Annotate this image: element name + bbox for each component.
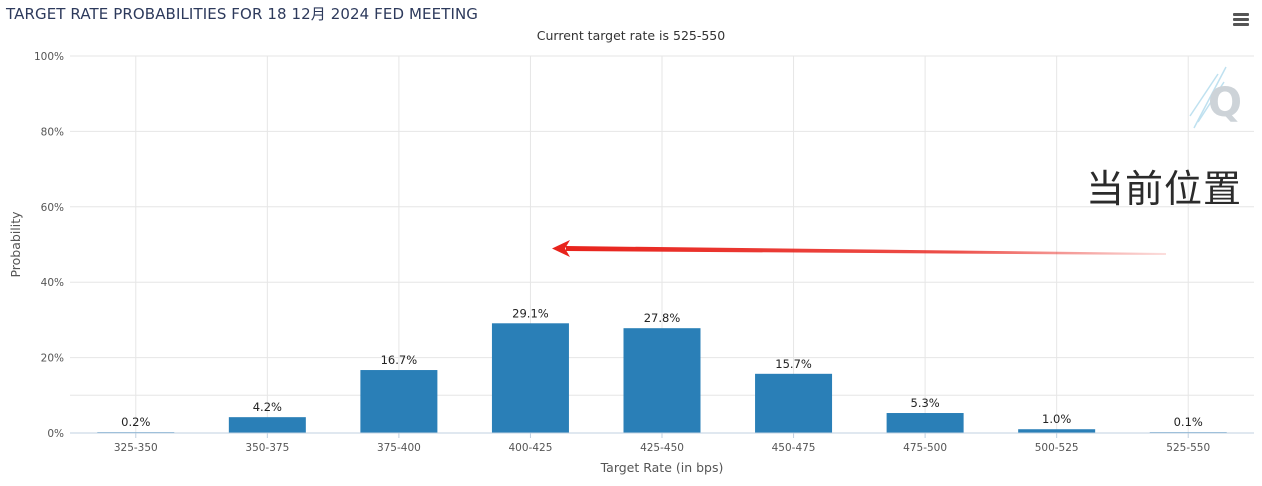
menu-bar [1233, 13, 1249, 16]
data-labels: 0.2% 4.2% 16.7% 29.1% 27.8% 15.7% 5.3% 1.0% 0.1% [121, 306, 1203, 429]
annotation-label: 当前位置 [1086, 167, 1243, 211]
y-tick-label: 40% [41, 277, 64, 289]
data-label: 15.7% [775, 357, 812, 371]
data-label: 27.8% [644, 311, 681, 325]
data-label: 1.0% [1042, 412, 1071, 426]
x-tick-label: 425-450 [640, 442, 684, 454]
menu-bar [1233, 18, 1249, 21]
x-tick-label: 525-550 [1166, 442, 1210, 454]
y-axis-title: Probability [8, 211, 23, 278]
y-tick-label: 20% [41, 353, 64, 365]
x-tick-label: 475-500 [903, 442, 947, 454]
data-label: 0.1% [1174, 415, 1203, 429]
watermark-letter: Q [1208, 80, 1242, 126]
annotation-arrow [552, 240, 1166, 257]
hamburger-menu-icon[interactable] [1230, 10, 1252, 30]
x-tick-label: 350-375 [245, 442, 289, 454]
y-tick-label: 0% [47, 428, 64, 440]
data-label: 0.2% [121, 415, 150, 429]
bar [755, 373, 833, 433]
x-tick-label: 375-400 [377, 442, 421, 454]
bar [360, 370, 438, 433]
annotation-arrow-head [552, 240, 570, 257]
y-tick-label: 60% [41, 202, 64, 214]
bar [623, 328, 701, 433]
axes: 0% 20% 40% 60% 80% 100% 325-350 350-375 375-400 4… [34, 51, 1254, 454]
y-tick-label: 100% [34, 51, 64, 63]
x-tick-label: 500-525 [1035, 442, 1079, 454]
menu-bar [1233, 23, 1249, 26]
x-tick-label: 400-425 [509, 442, 553, 454]
bar [1018, 429, 1096, 433]
data-label: 16.7% [381, 353, 418, 367]
data-label: 5.3% [911, 396, 940, 410]
chart-title: TARGET RATE PROBABILITIES FOR 18 12月 202… [6, 5, 479, 23]
chart-subtitle: Current target rate is 525-550 [536, 28, 726, 43]
data-label: 4.2% [253, 400, 282, 414]
x-tick-label: 325-350 [114, 442, 158, 454]
bars [97, 323, 1227, 433]
y-tick-label: 80% [41, 126, 64, 138]
x-tick-label: 450-475 [772, 442, 816, 454]
bar [886, 413, 964, 433]
bar [491, 323, 569, 433]
annotation-arrow-shaft [566, 246, 1166, 255]
bar [228, 417, 306, 433]
x-axis-title: Target Rate (in bps) [600, 460, 724, 475]
watermark-logo: Q [1188, 64, 1248, 134]
data-label: 29.1% [512, 306, 549, 320]
